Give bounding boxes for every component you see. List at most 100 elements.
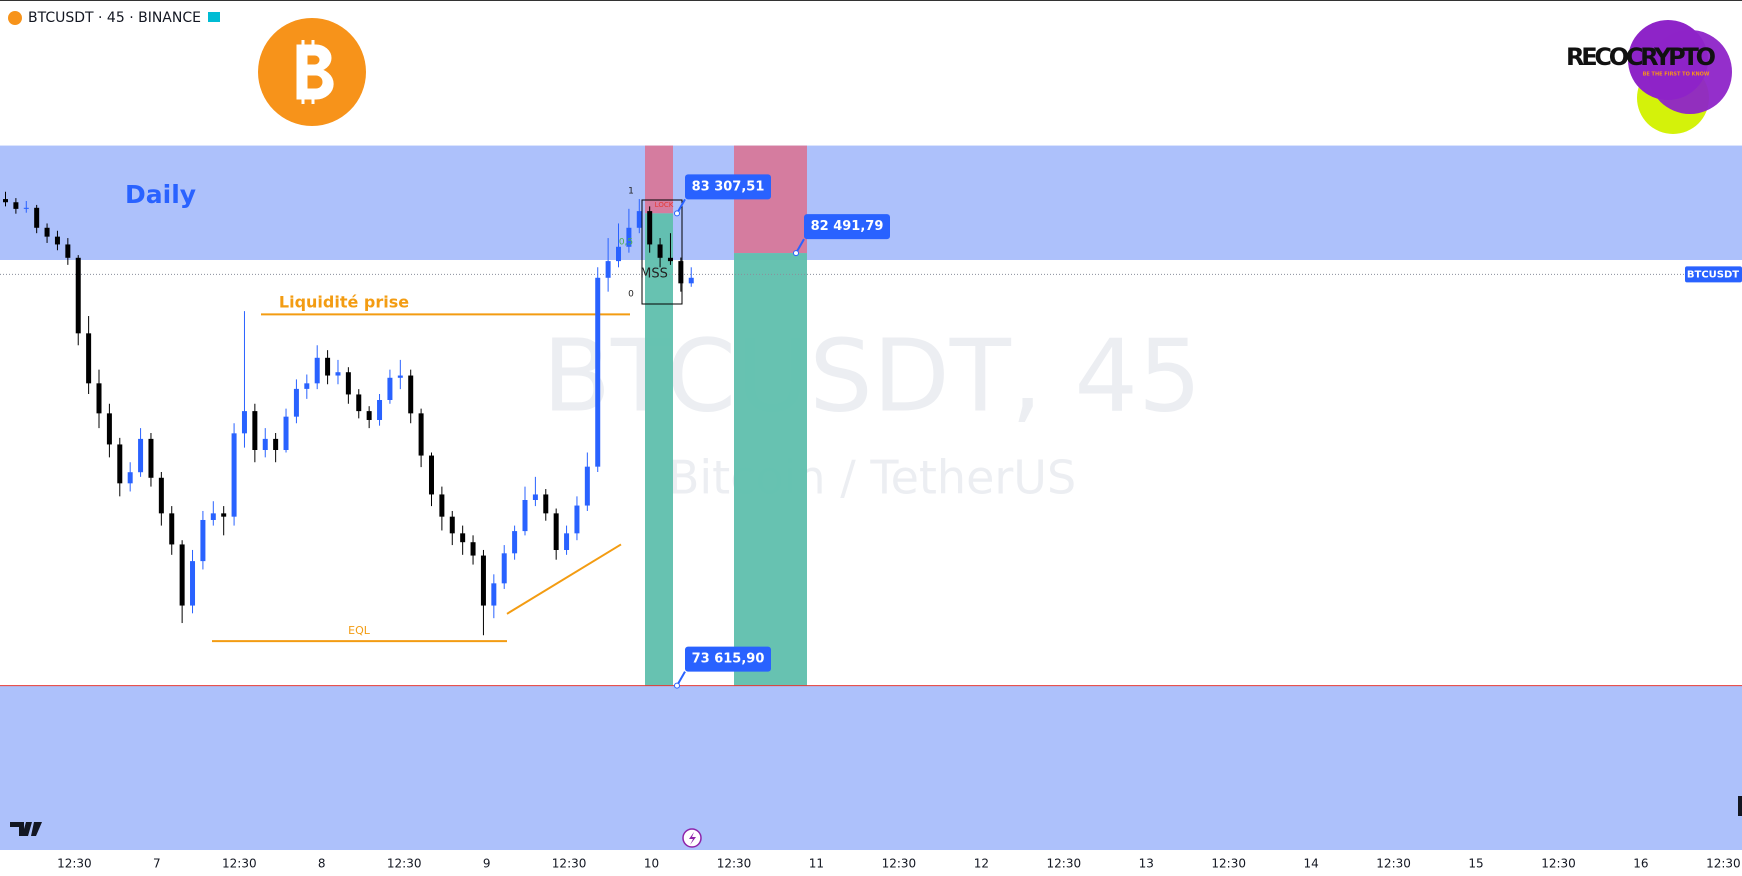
candle-body xyxy=(657,244,663,258)
last-price-tag xyxy=(1685,266,1742,283)
x-tick-label: 7 xyxy=(153,857,161,871)
candle-body xyxy=(553,513,559,550)
price-label: 83 307,51 xyxy=(692,179,765,194)
candle-body xyxy=(574,505,580,534)
target-zone xyxy=(645,213,673,686)
trendline xyxy=(506,543,622,615)
annotation-label: EQL xyxy=(348,624,371,637)
candle-body xyxy=(158,477,164,514)
candle-body xyxy=(262,438,268,450)
candle-body xyxy=(626,227,632,247)
candle-body xyxy=(439,494,445,517)
candle-body xyxy=(200,519,206,562)
candle-body xyxy=(408,375,414,414)
candle-body xyxy=(325,357,331,376)
price-point xyxy=(674,682,680,689)
candle-body xyxy=(106,413,112,445)
candle-body xyxy=(335,372,341,376)
watermark-symbol: BTCUSDT, 45 xyxy=(542,317,1201,434)
candle-body xyxy=(397,375,403,378)
x-tick-label: 16 xyxy=(1633,857,1648,871)
candle-body xyxy=(460,533,466,543)
candle-body xyxy=(501,553,507,584)
x-tick-label: 12:30 xyxy=(882,857,917,871)
candle-body xyxy=(210,513,216,520)
x-tick-label: 12:30 xyxy=(1047,857,1082,871)
candle-body xyxy=(470,542,476,556)
candle-body xyxy=(616,246,622,262)
candle-body xyxy=(387,377,393,400)
last-price-label: BTCUSDT xyxy=(1687,269,1739,280)
x-tick-label: 12:30 xyxy=(1211,857,1246,871)
candle-body xyxy=(96,383,102,414)
price-label-box xyxy=(804,214,890,240)
annotation-label: Liquidité prise xyxy=(279,293,409,312)
x-tick-label: 12:30 xyxy=(1376,857,1411,871)
x-tick-label: 12:30 xyxy=(1541,857,1576,871)
candle-body xyxy=(366,411,372,420)
x-tick-label: 12:30 xyxy=(1706,857,1741,871)
candle-body xyxy=(75,257,81,334)
logo-brand: RECOCRYPTO xyxy=(1566,43,1716,71)
candle-body xyxy=(532,494,538,500)
candle-body xyxy=(647,211,653,245)
candle-body xyxy=(148,438,154,478)
target-zone xyxy=(734,253,807,686)
zone xyxy=(0,145,1742,260)
zone-label: Daily xyxy=(125,180,196,209)
candle-body xyxy=(179,544,185,606)
scroll-handle xyxy=(1738,796,1742,816)
replay-bolt xyxy=(689,832,696,845)
x-tick-label: 12 xyxy=(974,857,989,871)
candle-body xyxy=(86,333,92,384)
candle-body xyxy=(304,383,310,389)
candle-body xyxy=(221,513,227,517)
candle-body xyxy=(54,236,60,245)
x-tick-label: 12:30 xyxy=(552,857,587,871)
time-axis xyxy=(0,850,1742,876)
candle-body xyxy=(138,438,144,473)
x-tick-label: 8 xyxy=(318,857,326,871)
x-tick-label: 11 xyxy=(809,857,824,871)
flag-icon xyxy=(208,12,220,22)
candle-body xyxy=(636,211,642,228)
price-point xyxy=(793,250,799,257)
tradingview-logo xyxy=(10,822,42,836)
price-label-box xyxy=(685,646,771,672)
candle-body xyxy=(273,438,279,450)
candle-body xyxy=(522,500,528,532)
candle-body xyxy=(314,357,320,384)
x-tick-label: 9 xyxy=(483,857,491,871)
candle-body xyxy=(44,227,50,237)
watermark-description: Bitcoin / TetherUS xyxy=(668,451,1076,505)
price-label: 82 491,79 xyxy=(811,219,884,234)
candle-body xyxy=(13,202,19,209)
lock-label: LOCK xyxy=(655,201,674,209)
price-point xyxy=(674,210,680,217)
candle-body xyxy=(667,257,673,262)
candle-body xyxy=(564,533,570,550)
candle-body xyxy=(356,394,362,412)
logo-circle xyxy=(1648,30,1732,114)
candle-body xyxy=(3,199,8,203)
candle-body xyxy=(678,261,684,284)
candle-body xyxy=(241,411,247,434)
x-tick-label: 10 xyxy=(644,857,659,871)
candle-body xyxy=(169,513,175,545)
candle-body xyxy=(418,413,424,456)
candle-body xyxy=(605,261,611,278)
candle-body xyxy=(595,277,601,467)
logo-tagline: BE THE FIRST TO KNOW xyxy=(1643,72,1710,78)
x-tick-label: 12:30 xyxy=(717,857,752,871)
candle-body xyxy=(428,455,434,495)
fib-label: 1 xyxy=(628,187,634,197)
mss-label: MSS xyxy=(640,267,668,282)
candle-body xyxy=(480,555,486,606)
stop-zone xyxy=(645,145,673,214)
candle-body xyxy=(449,516,455,534)
x-tick-label: 15 xyxy=(1468,857,1483,871)
candle-body xyxy=(127,472,133,484)
candle-body xyxy=(293,388,299,417)
candle-body xyxy=(491,583,497,606)
